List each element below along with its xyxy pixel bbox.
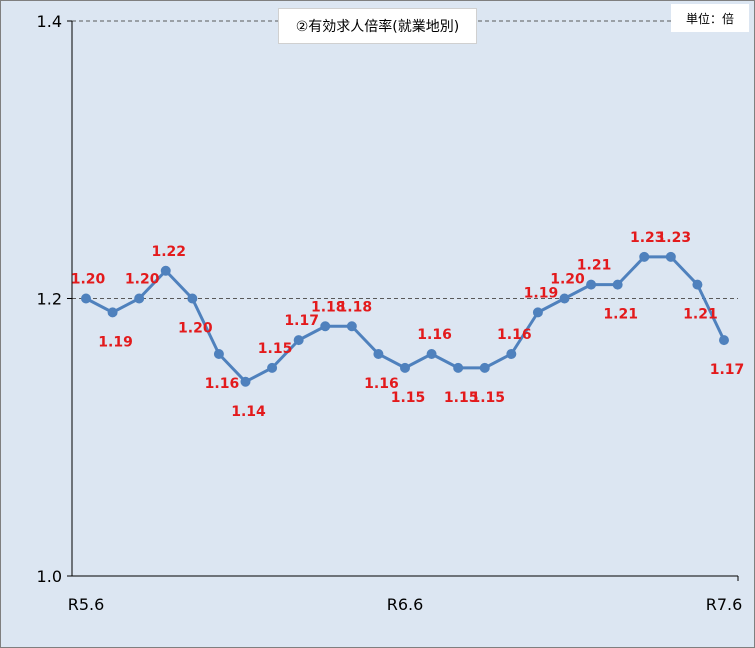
data-labels: 1.201.191.201.221.201.161.141.151.171.18… <box>71 230 745 420</box>
data-label: 1.22 <box>151 244 186 260</box>
data-label: 1.15 <box>444 390 479 406</box>
data-point <box>240 376 251 387</box>
data-label: 1.20 <box>178 321 213 337</box>
data-label: 1.18 <box>311 299 346 315</box>
data-label: 1.14 <box>231 404 266 420</box>
data-label: 1.21 <box>683 307 718 323</box>
chart-tick-labels: 1.0 1.2 1.4 R5.6 R6.6 R7.6 <box>37 12 743 614</box>
data-label: 1.16 <box>417 327 452 343</box>
data-point <box>187 293 198 304</box>
data-point <box>400 362 410 373</box>
data-label: 1.18 <box>338 299 373 315</box>
data-label: 1.20 <box>125 272 160 288</box>
data-label: 1.20 <box>71 272 106 288</box>
y-tick-label: 1.2 <box>37 290 62 309</box>
data-label: 1.20 <box>550 272 585 288</box>
data-point <box>692 279 703 290</box>
unit-note: 単位：倍 <box>685 11 734 26</box>
data-point <box>426 349 437 359</box>
data-point <box>346 321 357 332</box>
chart-title: ②有効求人倍率(就業地別) <box>295 19 460 35</box>
data-label: 1.15 <box>470 390 505 406</box>
data-label: 1.23 <box>657 230 692 246</box>
data-point <box>453 362 464 373</box>
data-point <box>532 307 543 318</box>
data-point <box>160 265 171 276</box>
chart-title-box: ②有効求人倍率(就業地別) <box>278 8 477 44</box>
data-point <box>107 307 118 318</box>
unit-note-box: 単位：倍 <box>671 4 749 32</box>
data-label: 1.17 <box>710 362 745 378</box>
y-tick-label: 1.4 <box>37 12 62 31</box>
data-point <box>612 279 623 290</box>
data-point <box>719 335 729 346</box>
data-point <box>81 293 91 304</box>
data-point <box>134 293 145 304</box>
data-label: 1.16 <box>364 376 399 392</box>
x-tick-label: R7.6 <box>706 595 743 614</box>
data-label: 1.16 <box>205 376 240 392</box>
data-label: 1.16 <box>497 327 532 343</box>
chart-axes <box>67 20 739 581</box>
data-point <box>320 321 331 332</box>
data-point <box>293 335 304 346</box>
data-label: 1.19 <box>524 285 559 301</box>
data-point <box>373 349 384 359</box>
data-point <box>559 293 570 304</box>
data-point <box>479 362 490 373</box>
x-tick-label: R5.6 <box>68 595 105 614</box>
data-label: 1.21 <box>577 258 612 274</box>
data-point <box>639 251 650 262</box>
series-points <box>81 251 729 387</box>
data-label: 1.17 <box>284 313 319 329</box>
data-point <box>665 251 676 262</box>
data-point <box>586 279 597 290</box>
data-point <box>267 362 278 373</box>
data-label: 1.21 <box>603 307 638 323</box>
data-label: 1.19 <box>98 334 133 350</box>
data-label: 1.15 <box>391 390 426 406</box>
data-point <box>506 349 517 359</box>
data-label: 1.23 <box>630 230 665 246</box>
x-tick-label: R6.6 <box>387 595 424 614</box>
y-tick-label: 1.0 <box>37 567 62 586</box>
data-point <box>213 349 224 359</box>
data-label: 1.15 <box>258 341 293 357</box>
